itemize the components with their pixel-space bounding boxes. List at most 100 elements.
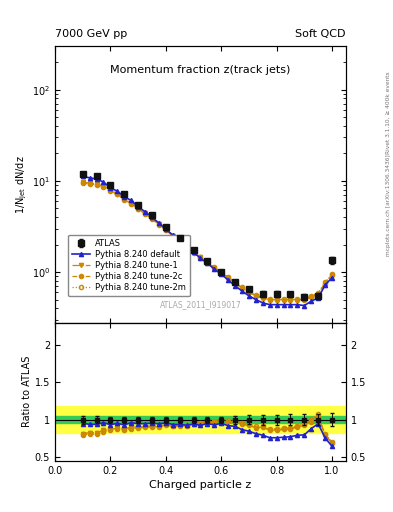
Pythia 8.240 tune-2c: [101, 184, 106, 190]
Pythia 8.240 tune-1: [163, 227, 168, 233]
Pythia 8.240 tune-2m: [281, 296, 286, 302]
Pythia 8.240 default: [177, 238, 182, 244]
Pythia 8.240 default: [205, 260, 210, 266]
Pythia 8.240 tune-1: [330, 272, 334, 278]
Pythia 8.240 tune-2m: [233, 280, 237, 286]
Pythia 8.240 tune-2c: [261, 295, 265, 301]
Pythia 8.240 tune-2c: [219, 269, 224, 275]
Pythia 8.240 default: [94, 176, 99, 182]
Pythia 8.240 tune-1: [240, 285, 244, 291]
Pythia 8.240 default: [323, 282, 327, 288]
Pythia 8.240 tune-2c: [309, 294, 314, 301]
Pythia 8.240 tune-2c: [115, 191, 120, 198]
Pythia 8.240 tune-2c: [205, 260, 210, 266]
Pythia 8.240 tune-2c: [94, 182, 99, 188]
Pythia 8.240 tune-2c: [233, 280, 237, 286]
Pythia 8.240 tune-2m: [150, 216, 154, 222]
Pythia 8.240 default: [240, 288, 244, 294]
Pythia 8.240 tune-1: [94, 181, 99, 187]
Pythia 8.240 default: [226, 277, 230, 283]
Pythia 8.240 tune-2c: [177, 239, 182, 245]
Line: Pythia 8.240 tune-2m: Pythia 8.240 tune-2m: [81, 180, 334, 301]
Pythia 8.240 default: [281, 302, 286, 308]
Pythia 8.240 default: [233, 283, 237, 289]
Pythia 8.240 tune-1: [80, 179, 85, 185]
Pythia 8.240 tune-1: [177, 238, 182, 244]
Pythia 8.240 tune-2m: [122, 196, 127, 202]
Pythia 8.240 tune-2m: [80, 179, 85, 185]
Pythia 8.240 tune-2m: [136, 205, 140, 211]
Pythia 8.240 tune-2c: [267, 296, 272, 303]
Y-axis label: Ratio to ATLAS: Ratio to ATLAS: [22, 356, 32, 428]
Pythia 8.240 tune-2c: [136, 206, 140, 212]
Pythia 8.240 tune-2c: [226, 274, 230, 281]
Pythia 8.240 default: [87, 175, 92, 181]
Pythia 8.240 tune-1: [191, 249, 196, 255]
Pythia 8.240 tune-1: [309, 293, 314, 300]
Pythia 8.240 tune-2c: [156, 222, 161, 228]
Pythia 8.240 tune-2c: [330, 272, 334, 278]
Pythia 8.240 tune-1: [219, 269, 224, 275]
Pythia 8.240 default: [316, 295, 321, 301]
Pythia 8.240 tune-1: [205, 259, 210, 265]
Pythia 8.240 default: [122, 194, 127, 200]
Pythia 8.240 tune-2m: [101, 183, 106, 189]
Pythia 8.240 tune-2c: [198, 254, 203, 261]
Pythia 8.240 tune-1: [261, 295, 265, 301]
Pythia 8.240 tune-2c: [129, 201, 134, 207]
Pythia 8.240 tune-1: [108, 187, 113, 194]
Pythia 8.240 tune-2m: [115, 190, 120, 197]
Text: Momentum fraction z(track jets): Momentum fraction z(track jets): [110, 66, 290, 75]
Pythia 8.240 tune-2m: [330, 271, 334, 277]
Pythia 8.240 tune-2m: [184, 243, 189, 249]
Pythia 8.240 tune-2c: [323, 281, 327, 287]
Pythia 8.240 default: [309, 298, 314, 304]
Pythia 8.240 tune-2m: [302, 296, 307, 302]
Pythia 8.240 tune-2m: [198, 254, 203, 260]
Pythia 8.240 tune-1: [274, 296, 279, 303]
Pythia 8.240 default: [191, 249, 196, 255]
Pythia 8.240 tune-1: [101, 183, 106, 189]
Pythia 8.240 default: [150, 214, 154, 220]
Pythia 8.240 default: [212, 266, 217, 272]
Pythia 8.240 tune-1: [156, 221, 161, 227]
Pythia 8.240 tune-2m: [171, 232, 175, 239]
Pythia 8.240 tune-1: [122, 196, 127, 202]
Pythia 8.240 default: [330, 274, 334, 281]
Y-axis label: 1/N$_\mathrm{jet}$ dN/dz: 1/N$_\mathrm{jet}$ dN/dz: [15, 155, 29, 214]
Pythia 8.240 tune-1: [316, 291, 321, 297]
Pythia 8.240 tune-1: [198, 254, 203, 261]
Pythia 8.240 default: [156, 220, 161, 226]
Pythia 8.240 default: [274, 302, 279, 308]
Pythia 8.240 tune-2m: [295, 296, 300, 302]
Pythia 8.240 tune-2c: [246, 289, 251, 295]
Pythia 8.240 tune-1: [226, 274, 230, 281]
Text: 7000 GeV pp: 7000 GeV pp: [55, 29, 127, 39]
Pythia 8.240 tune-2m: [163, 227, 168, 233]
Pythia 8.240 tune-2c: [184, 244, 189, 250]
Pythia 8.240 default: [198, 255, 203, 261]
Pythia 8.240 tune-1: [295, 296, 300, 303]
Pythia 8.240 tune-1: [129, 200, 134, 206]
Pythia 8.240 tune-2c: [316, 291, 321, 297]
Pythia 8.240 tune-1: [150, 216, 154, 222]
Pythia 8.240 tune-2c: [163, 227, 168, 233]
Pythia 8.240 tune-2c: [288, 296, 293, 303]
Pythia 8.240 tune-2m: [323, 280, 327, 286]
Pythia 8.240 tune-2m: [316, 290, 321, 296]
Pythia 8.240 tune-2c: [171, 233, 175, 239]
Pythia 8.240 tune-2m: [129, 200, 134, 206]
Text: mcplots.cern.ch [arXiv:1306.3436]: mcplots.cern.ch [arXiv:1306.3436]: [386, 154, 391, 255]
Pythia 8.240 default: [163, 226, 168, 232]
Pythia 8.240 tune-2m: [177, 238, 182, 244]
Pythia 8.240 tune-2m: [274, 296, 279, 302]
Pythia 8.240 default: [184, 244, 189, 250]
Pythia 8.240 tune-2m: [219, 269, 224, 275]
Pythia 8.240 tune-2c: [302, 296, 307, 303]
Pythia 8.240 tune-2c: [281, 296, 286, 303]
Pythia 8.240 default: [101, 179, 106, 185]
Pythia 8.240 tune-2c: [212, 265, 217, 271]
Pythia 8.240 default: [171, 232, 175, 238]
Pythia 8.240 default: [288, 302, 293, 308]
Pythia 8.240 tune-2m: [226, 274, 230, 280]
